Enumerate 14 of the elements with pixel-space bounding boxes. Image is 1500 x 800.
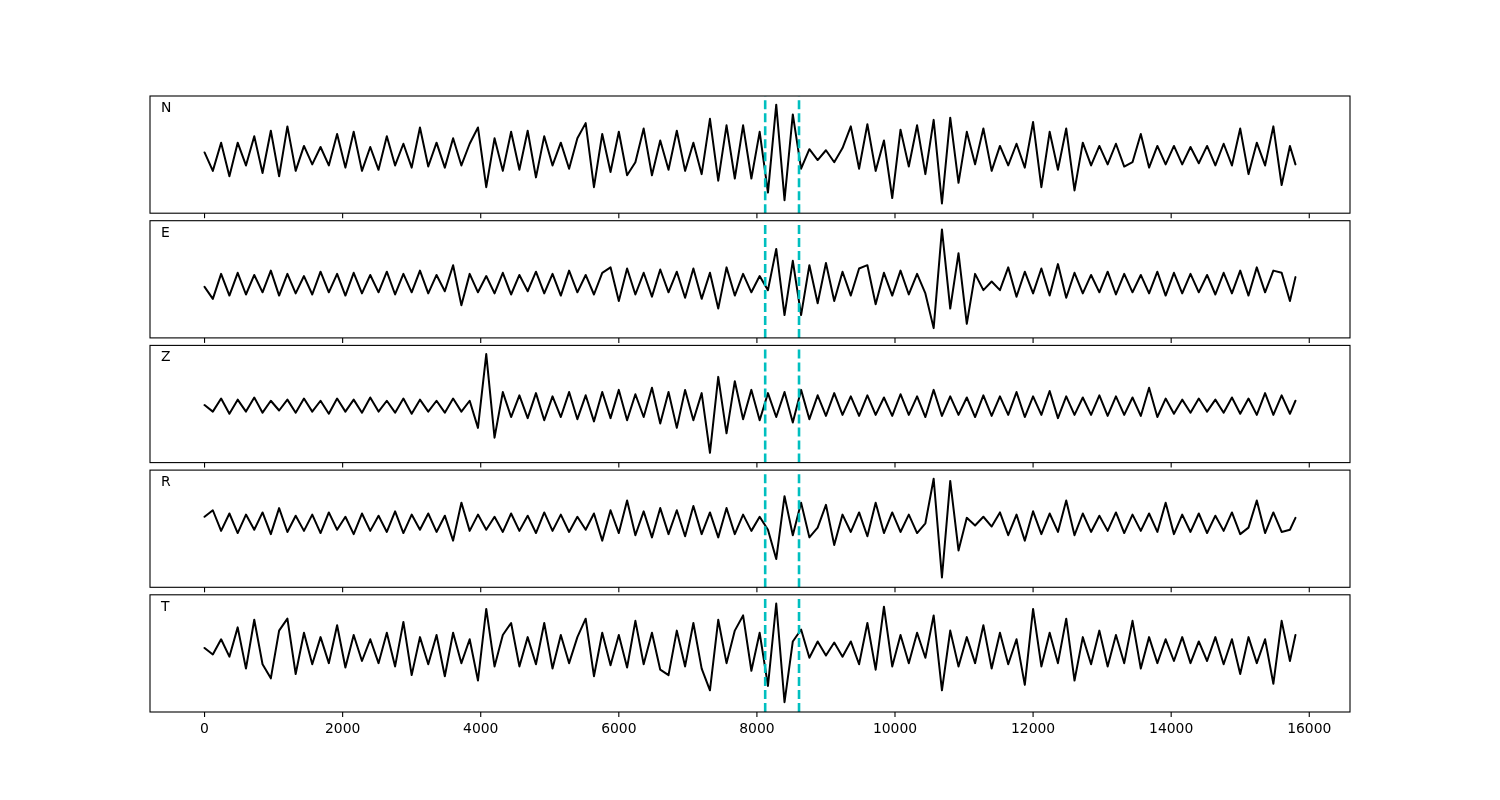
x-tick-label: 8000 [739, 720, 775, 736]
x-tick-label: 4000 [463, 720, 499, 736]
annotation: R [161, 473, 171, 490]
annotation: T [160, 597, 170, 614]
x-tick-label: 16000 [1287, 720, 1332, 736]
annotation: E [161, 223, 170, 240]
x-tick-label: 14000 [1149, 720, 1194, 736]
x-tick-label: 10000 [872, 720, 918, 736]
annotation: N [161, 99, 172, 115]
x-tick-label: 2000 [324, 720, 361, 736]
x-tick-label: 0 [200, 720, 209, 736]
x-tick-label: 12000 [1010, 720, 1056, 736]
annotation: Z [161, 348, 171, 365]
x-tick-label: 6000 [601, 720, 637, 736]
